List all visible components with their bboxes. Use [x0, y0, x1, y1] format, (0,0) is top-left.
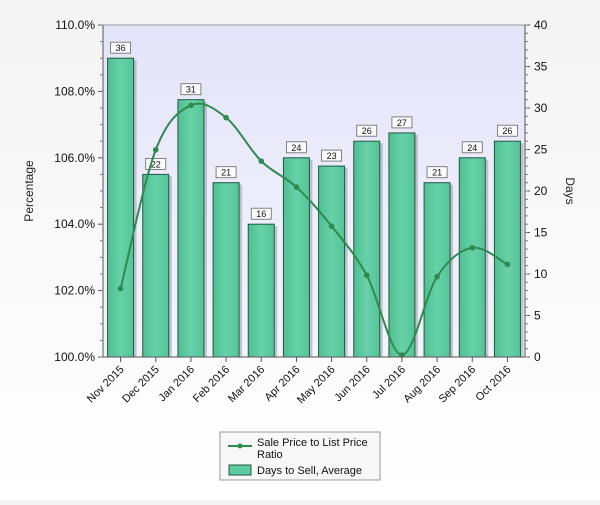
ratio-point	[399, 352, 405, 358]
bar-label-box	[356, 124, 378, 137]
ratio-point	[434, 273, 440, 280]
legend-bar-swatch	[228, 464, 252, 476]
bar-label-box	[215, 166, 237, 179]
right-tick-label: 0	[534, 350, 541, 364]
legend: Sale Price to List Price Ratio Days to S…	[219, 431, 381, 481]
right-tick-label: 5	[534, 309, 541, 323]
bar	[142, 173, 170, 358]
bar-label-box	[286, 141, 307, 154]
bar-label-box	[180, 83, 202, 96]
plot-area	[102, 24, 526, 358]
bar-data-label: 31	[186, 85, 196, 95]
ratio-point	[363, 272, 370, 279]
bar	[318, 165, 346, 358]
right-tick-label: 10	[534, 267, 548, 281]
bar	[282, 157, 310, 358]
legend-line-label-1: Sale Price to List Price	[257, 437, 368, 449]
x-tick-label: Sep 2016	[437, 364, 479, 406]
bar-label-box	[250, 207, 272, 220]
bar	[107, 57, 135, 358]
ratio-point	[152, 147, 159, 153]
x-tick-label: Jun 2016	[332, 364, 372, 404]
ratio-point	[223, 114, 229, 121]
bar-label-box	[461, 141, 483, 154]
ratio-point	[258, 158, 265, 164]
left-tick-label: 108.0%	[54, 84, 95, 98]
right-tick-label: 20	[534, 184, 548, 198]
left-tick-label: 100.0%	[54, 350, 95, 364]
bar-label-box	[110, 41, 131, 54]
bar-data-label: 26	[502, 126, 512, 136]
bar-data-label: 21	[432, 168, 442, 178]
right-tick-label: 40	[534, 18, 548, 32]
bar-data-label: 22	[151, 159, 161, 169]
left-tick-label: 110.0%	[55, 18, 95, 32]
line-series	[117, 102, 511, 358]
x-tick-label: May 2016	[295, 364, 338, 407]
right-tick-label: 35	[534, 60, 548, 74]
ratio-point	[188, 102, 194, 109]
bar-data-label: 26	[362, 126, 372, 136]
ratio-point	[293, 184, 300, 190]
legend-line-marker	[237, 443, 243, 449]
bar	[247, 223, 275, 358]
bar-data-label: 21	[221, 168, 231, 178]
ratio-point	[117, 285, 124, 292]
right-tick-label: 30	[534, 101, 548, 115]
x-tick-label: Nov 2015	[85, 364, 127, 406]
ratio-point	[469, 244, 476, 251]
x-tick-label: Mar 2016	[226, 364, 267, 405]
right-tick-label: 25	[534, 143, 548, 157]
y2-axis-label: Days	[563, 177, 577, 204]
bar-data-label: 36	[116, 43, 126, 53]
legend-line-label-2: Ratio	[257, 449, 283, 461]
bar-label-box	[145, 157, 167, 170]
bar-label-box	[426, 166, 448, 179]
left-axis-ticks: 100.0% 102.0% 104.0% 106.0% 108.0% 110.0%	[54, 18, 103, 364]
bar-data-label: 23	[327, 151, 337, 161]
bar	[388, 132, 416, 358]
right-tick-label: 15	[534, 226, 548, 240]
left-tick-label: 104.0%	[54, 217, 95, 231]
ratio-point	[504, 261, 511, 268]
bar-data-label: 24	[467, 143, 477, 153]
x-tick-label: Feb 2016	[191, 364, 232, 405]
x-tick-label: Aug 2016	[401, 364, 443, 406]
legend-bar-label: Days to Sell, Average	[257, 465, 362, 477]
x-tick-label: Jan 2016	[157, 364, 197, 404]
y-axis-label: Percentage	[22, 160, 36, 222]
bar	[177, 99, 205, 358]
bar-series	[107, 57, 524, 358]
bar-data-labels: 36 22 31 21 16 24 23 26 27 21 24 26	[110, 41, 518, 220]
x-tick-label: Oct 2016	[473, 364, 513, 404]
bar	[353, 140, 381, 358]
ratio-point	[328, 223, 335, 229]
left-tick-label: 106.0%	[54, 151, 95, 165]
left-tick-label: 102.0%	[54, 284, 95, 298]
x-tick-label: Dec 2015	[120, 364, 162, 406]
bar-label-box	[321, 149, 342, 162]
bar	[423, 182, 451, 358]
right-axis-ticks: 0 5 10 15 20 25 30 35 40	[525, 18, 548, 364]
bar	[212, 182, 240, 358]
bar	[458, 157, 486, 358]
bar-data-label: 27	[397, 118, 407, 128]
bar-label-box	[391, 116, 413, 129]
bar-data-label: 24	[291, 143, 301, 153]
bar-data-label: 16	[256, 209, 266, 219]
bar-label-box	[497, 124, 518, 137]
bar	[493, 140, 521, 358]
